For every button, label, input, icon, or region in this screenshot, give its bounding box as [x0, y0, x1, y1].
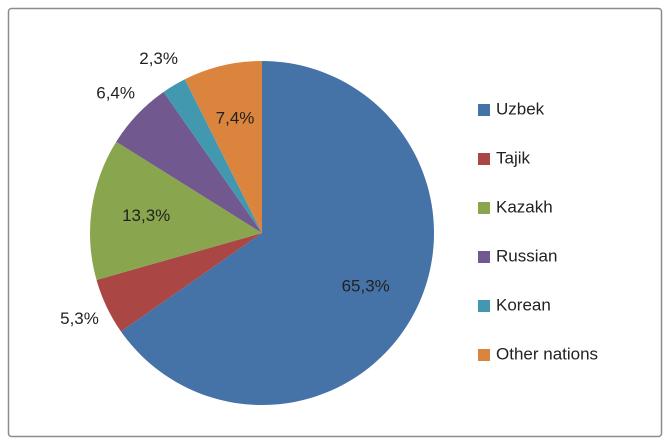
- legend-swatch: [478, 251, 490, 263]
- pie-slice: [90, 141, 262, 280]
- data-label: 65,3%: [342, 277, 390, 296]
- legend-label: Russian: [496, 246, 557, 265]
- data-label: 2,3%: [139, 49, 178, 68]
- legend-label: Korean: [496, 295, 551, 314]
- legend-label: Uzbek: [496, 99, 545, 118]
- legend-swatch: [478, 153, 490, 165]
- data-label: 6,4%: [96, 83, 135, 102]
- data-label: 7,4%: [216, 109, 255, 128]
- pie-slice: [96, 233, 262, 332]
- legend-label: Kazakh: [496, 197, 553, 216]
- legend-swatch: [478, 300, 490, 312]
- legend-label: Other nations: [496, 344, 598, 363]
- pie-slice: [116, 91, 262, 234]
- legend-label: Tajik: [496, 148, 531, 167]
- legend-swatch: [478, 349, 490, 361]
- legend-swatch: [478, 202, 490, 214]
- legend-swatch: [478, 104, 490, 116]
- data-label: 5,3%: [60, 309, 99, 328]
- pie-slice: [120, 61, 434, 405]
- pie-slice: [163, 79, 262, 233]
- data-label: 13,3%: [122, 206, 170, 225]
- pie-slice: [184, 61, 262, 233]
